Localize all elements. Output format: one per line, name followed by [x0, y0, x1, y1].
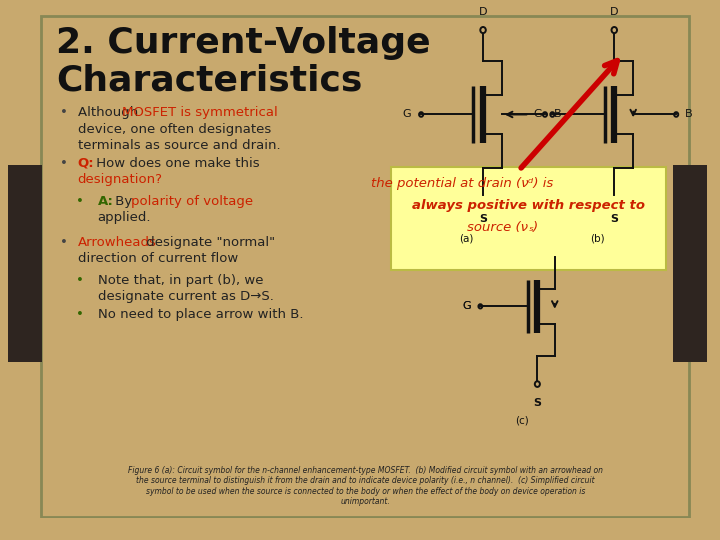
Text: A:: A:	[97, 195, 113, 208]
Text: designation?: designation?	[78, 173, 163, 186]
Text: •: •	[60, 235, 68, 248]
Text: •: •	[76, 274, 84, 287]
Text: B: B	[554, 110, 561, 119]
Text: the potential at drain (ν: the potential at drain (ν	[371, 177, 528, 190]
Bar	[8, 165, 42, 362]
Text: MOSFET is symmetrical: MOSFET is symmetrical	[122, 106, 278, 119]
Text: D: D	[479, 6, 487, 17]
Text: Figure 6 (a): Circuit symbol for the n-channel enhancement-type MOSFET.  (b) Mod: Figure 6 (a): Circuit symbol for the n-c…	[128, 466, 603, 507]
Text: terminals as source and drain.: terminals as source and drain.	[78, 139, 280, 152]
Text: •: •	[60, 157, 68, 170]
Text: Q:: Q:	[78, 157, 94, 170]
Text: polarity of voltage: polarity of voltage	[131, 195, 253, 208]
Text: S: S	[534, 398, 541, 408]
FancyBboxPatch shape	[391, 167, 666, 270]
Text: Although: Although	[78, 106, 142, 119]
Text: How does one make this: How does one make this	[92, 157, 260, 170]
Text: D: D	[610, 6, 618, 17]
Text: device, one often designates: device, one often designates	[78, 123, 271, 136]
Text: ₛ): ₛ)	[528, 220, 539, 233]
Text: S: S	[479, 214, 487, 224]
Text: (c): (c)	[515, 416, 528, 426]
Text: ᵈ) is: ᵈ) is	[528, 177, 554, 190]
Text: G: G	[534, 110, 542, 119]
Text: G: G	[462, 301, 471, 312]
Text: •: •	[76, 195, 84, 208]
Text: always positive with respect to: always positive with respect to	[412, 199, 645, 212]
Text: source (ν: source (ν	[467, 220, 528, 233]
Text: 2. Current-Voltage: 2. Current-Voltage	[56, 25, 431, 59]
Text: designate "normal": designate "normal"	[142, 235, 275, 248]
Text: G: G	[402, 110, 411, 119]
Text: •: •	[60, 106, 68, 119]
Text: Arrowheads: Arrowheads	[78, 235, 156, 248]
Text: G: G	[462, 301, 471, 312]
Text: Note that, in part (b), we: Note that, in part (b), we	[97, 274, 263, 287]
Text: By: By	[111, 195, 137, 208]
Text: No need to place arrow with B.: No need to place arrow with B.	[97, 308, 303, 321]
Text: B: B	[685, 110, 693, 119]
Bar	[673, 165, 708, 362]
Text: (b): (b)	[590, 233, 604, 244]
Text: designate current as D→S.: designate current as D→S.	[97, 290, 274, 303]
Text: (a): (a)	[459, 233, 473, 244]
Text: •: •	[76, 308, 84, 321]
Text: applied.: applied.	[97, 212, 151, 225]
Text: direction of current flow: direction of current flow	[78, 252, 238, 265]
Text: Characteristics: Characteristics	[56, 64, 362, 98]
Text: S: S	[611, 214, 618, 224]
